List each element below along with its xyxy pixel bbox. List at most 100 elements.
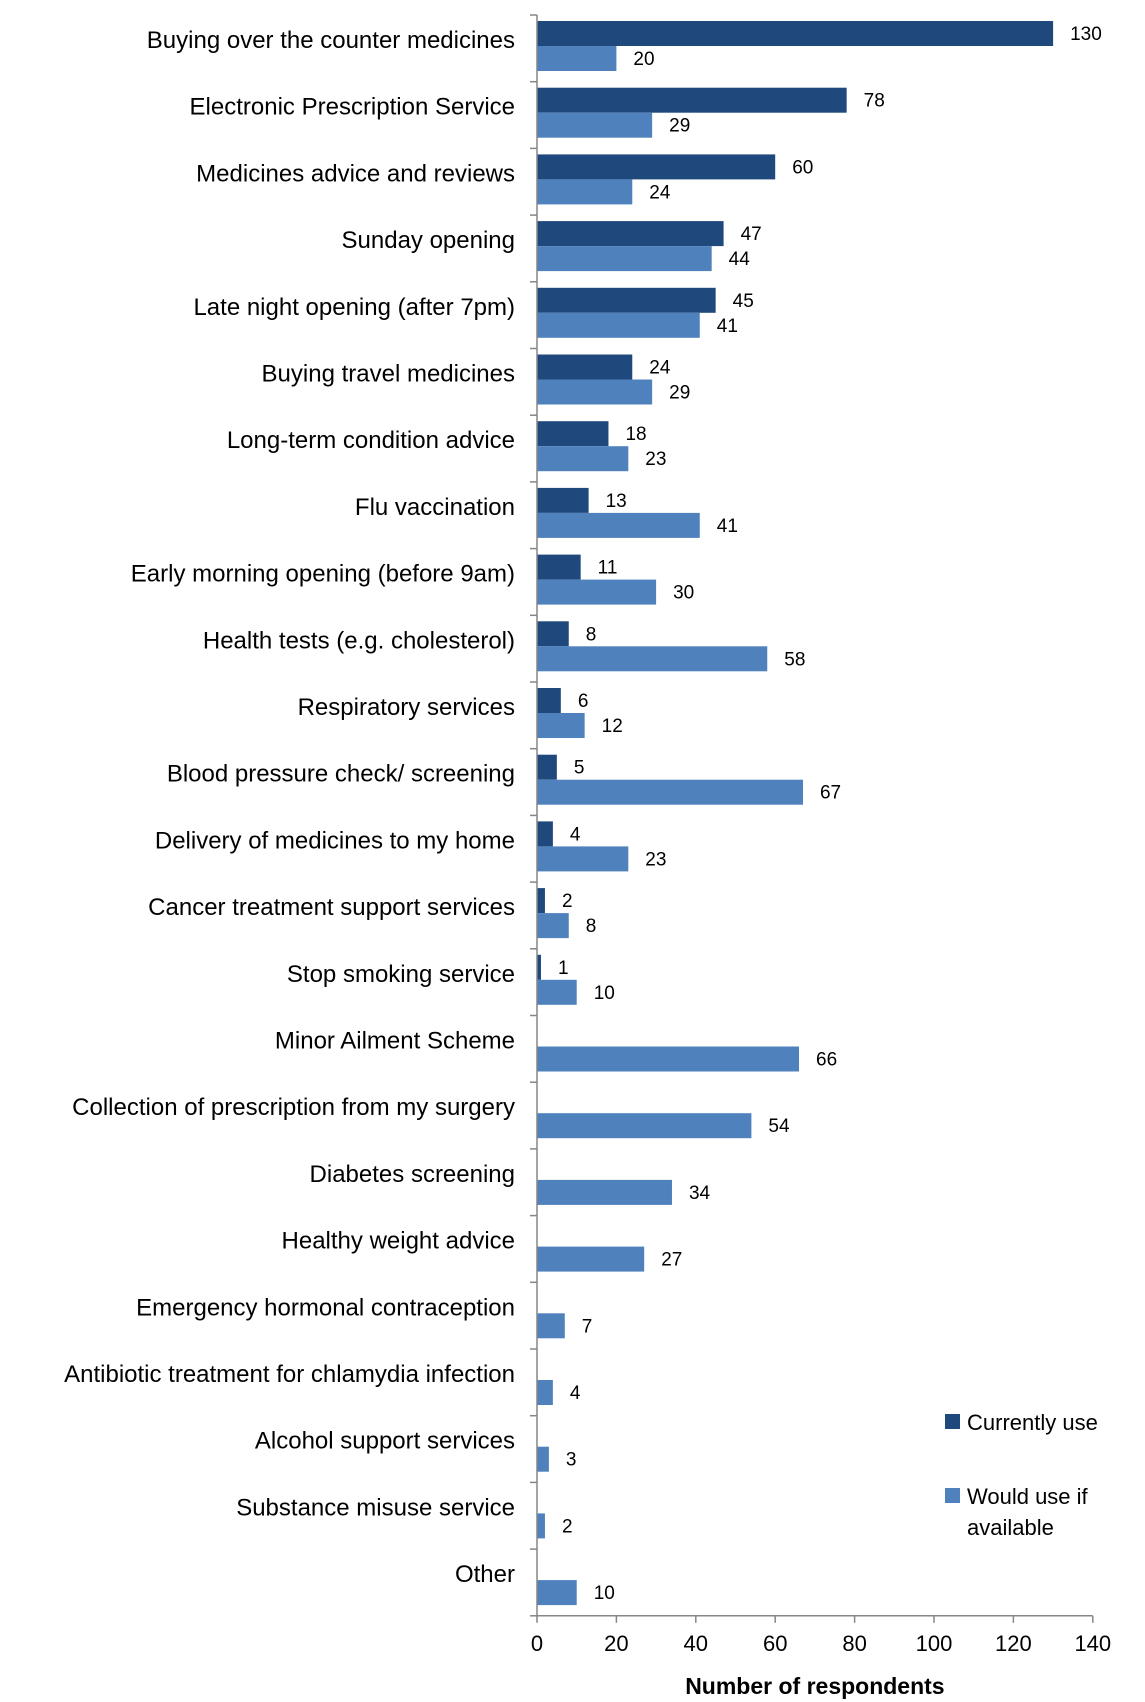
category-label: Blood pressure check/ screening: [167, 761, 515, 788]
legend-label: Would use if: [967, 1484, 1089, 1509]
bar-currently-use: [537, 754, 557, 780]
category-label: Minor Ailment Scheme: [275, 1028, 515, 1055]
x-tick-label: 80: [842, 1631, 866, 1656]
axes: [530, 14, 1094, 1623]
data-label: 27: [661, 1250, 682, 1271]
x-tick-label: 40: [684, 1631, 708, 1656]
data-label: 7: [582, 1316, 593, 1337]
bar-would-use: [537, 779, 803, 805]
category-label: Long-term condition advice: [227, 427, 515, 454]
category-label: Health tests (e.g. cholesterol): [203, 627, 515, 654]
bar-would-use: [537, 579, 657, 605]
bar-would-use: [537, 979, 577, 1005]
category-label: Flu vaccination: [355, 494, 515, 521]
data-label: 12: [602, 716, 623, 737]
category-label: Respiratory services: [298, 694, 515, 721]
bar-currently-use: [537, 487, 589, 513]
bar-currently-use: [537, 354, 633, 380]
bar-would-use: [537, 1446, 549, 1472]
bar-currently-use: [537, 21, 1054, 46]
bar-would-use: [537, 512, 700, 538]
category-label: Medicines advice and reviews: [196, 160, 515, 187]
data-label: 4: [570, 1383, 581, 1404]
data-label: 2: [562, 891, 573, 912]
data-label: 18: [625, 424, 646, 445]
bar-would-use: [537, 1046, 800, 1072]
data-label: 5: [574, 758, 585, 779]
bar-currently-use: [537, 554, 581, 580]
data-label: 10: [594, 1583, 615, 1604]
category-label: Antibiotic treatment for chlamydia infec…: [64, 1361, 515, 1388]
bar-would-use: [537, 1313, 565, 1339]
bar-currently-use: [537, 688, 561, 713]
data-label: 41: [717, 316, 738, 337]
bar-currently-use: [537, 821, 553, 847]
data-label: 1: [558, 958, 569, 979]
data-label: 10: [594, 983, 615, 1004]
data-label: 44: [729, 249, 751, 270]
data-label: 4: [570, 824, 581, 845]
data-label: 66: [816, 1050, 837, 1071]
category-labels: Buying over the counter medicines Electro…: [64, 27, 515, 1588]
bar-would-use: [537, 846, 629, 872]
category-label: Alcohol support services: [255, 1428, 515, 1455]
x-tick-label: 0: [531, 1631, 543, 1656]
bar-would-use: [537, 246, 712, 272]
data-label: 23: [645, 449, 666, 470]
bar-would-use: [537, 446, 629, 472]
data-label: 13: [606, 491, 627, 512]
data-label: 8: [586, 624, 597, 645]
data-label: 67: [820, 783, 841, 804]
legend-swatch: [945, 1488, 960, 1503]
bars: [537, 21, 1054, 1606]
data-label: 11: [598, 558, 618, 579]
legend-swatch: [945, 1414, 960, 1429]
data-label: 3: [566, 1450, 577, 1471]
data-label: 41: [717, 516, 738, 537]
bar-would-use: [537, 1513, 545, 1539]
x-tick-label: 140: [1074, 1631, 1111, 1656]
legend: Currently use Would use if available: [945, 1410, 1098, 1540]
data-label: 6: [578, 691, 589, 712]
bar-would-use: [537, 646, 768, 672]
bar-would-use: [537, 1380, 553, 1405]
data-label: 60: [792, 157, 813, 178]
data-label: 29: [669, 383, 690, 404]
data-label: 30: [673, 583, 694, 604]
legend-label: available: [967, 1515, 1054, 1540]
bar-currently-use: [537, 621, 569, 647]
bar-would-use: [537, 379, 653, 405]
category-label: Healthy weight advice: [282, 1228, 515, 1255]
bar-currently-use: [537, 888, 545, 914]
bar-would-use: [537, 1580, 577, 1606]
bar-currently-use: [537, 221, 724, 247]
bar-would-use: [537, 913, 569, 939]
category-label: Other: [455, 1561, 515, 1588]
category-label: Cancer treatment support services: [148, 894, 515, 921]
data-label: 45: [733, 291, 754, 312]
data-label: 34: [689, 1183, 711, 1204]
bar-would-use: [537, 112, 653, 138]
data-label: 20: [633, 49, 654, 70]
x-tick-label: 120: [995, 1631, 1032, 1656]
data-label: 54: [768, 1116, 790, 1137]
category-label: Buying travel medicines: [262, 361, 515, 388]
value-labels: 1302078296024474445412429182313411130858…: [558, 24, 1102, 1604]
data-label: 58: [784, 649, 805, 670]
category-label: Early morning opening (before 9am): [131, 561, 515, 588]
bar-would-use: [537, 46, 617, 71]
category-label: Substance misuse service: [236, 1494, 515, 1521]
category-label: Collection of prescription from my surge…: [72, 1094, 515, 1121]
category-label: Buying over the counter medicines: [147, 27, 515, 54]
category-label: Stop smoking service: [287, 961, 515, 988]
x-tick-label: 60: [763, 1631, 787, 1656]
category-label: Sunday opening: [342, 227, 515, 254]
data-label: 24: [649, 182, 671, 203]
category-label: Late night opening (after 7pm): [193, 294, 515, 321]
data-label: 23: [645, 849, 666, 870]
bar-would-use: [537, 1179, 672, 1205]
x-tick-label: 20: [604, 1631, 628, 1656]
data-label: 24: [649, 358, 671, 379]
bar-would-use: [537, 713, 585, 738]
